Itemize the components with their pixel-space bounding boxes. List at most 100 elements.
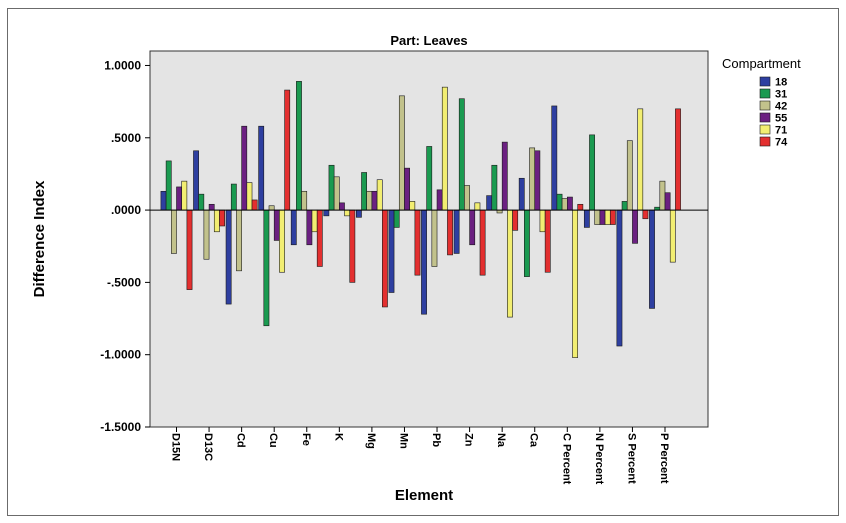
plot-area (149, 50, 709, 428)
bar (279, 209, 285, 273)
x-axis: D15N D13C Cd Cu Fe K Mg Mn Pb Zn Na Ca C Percent N Pe… (170, 427, 670, 485)
bar (349, 209, 356, 283)
bar (539, 209, 546, 233)
bar (213, 209, 220, 233)
bar (366, 190, 373, 211)
bar (534, 150, 541, 211)
bar (355, 209, 362, 218)
bar (181, 180, 188, 211)
bar (268, 205, 275, 211)
bar (160, 190, 167, 211)
bar (208, 203, 215, 211)
bar (637, 108, 644, 211)
legend-label: 18 (775, 77, 787, 89)
bar (599, 209, 606, 225)
bar (328, 164, 335, 211)
bar (479, 209, 486, 276)
bar (404, 167, 410, 211)
bar (544, 209, 551, 273)
bar (421, 209, 427, 315)
bar (171, 209, 177, 254)
x-tick-label: Mg (365, 433, 377, 449)
legend-swatch (759, 124, 771, 135)
x-tick-label: Na (495, 433, 507, 448)
bar (551, 105, 558, 211)
bar (469, 209, 476, 246)
bar (491, 164, 498, 211)
bar (414, 209, 421, 276)
bar (561, 198, 568, 211)
legend-title: Compartment (722, 56, 801, 71)
legend-label: 74 (775, 137, 788, 149)
bar (371, 190, 378, 211)
bar (512, 209, 519, 231)
legend-swatch (759, 112, 771, 123)
bar (301, 190, 308, 211)
bar (311, 209, 318, 233)
bar (621, 201, 628, 211)
y-tick-label: -1.0000 (100, 348, 141, 362)
y-tick-label: .0000 (111, 203, 141, 217)
bar (186, 209, 193, 290)
bar (616, 209, 623, 347)
y-tick-label: -1.5000 (100, 420, 141, 434)
x-axis-title: Element (395, 487, 453, 504)
legend-label: 42 (775, 101, 787, 113)
bar (296, 81, 302, 211)
bar (361, 172, 367, 211)
legend-swatch (759, 88, 771, 99)
bar (284, 89, 291, 211)
bar (464, 185, 470, 211)
bar (251, 199, 258, 211)
bar (409, 201, 416, 211)
bar (176, 186, 182, 211)
bar (474, 202, 481, 211)
bar (675, 108, 681, 211)
bar (436, 189, 443, 211)
legend-swatch (759, 100, 771, 111)
x-tick-label: Mn (397, 433, 409, 449)
bar (333, 176, 340, 211)
legend-label: 31 (775, 89, 787, 101)
bar (589, 134, 595, 211)
bar (518, 177, 525, 211)
x-tick-label: Ca (528, 433, 540, 448)
bar (649, 209, 655, 309)
bar (263, 209, 270, 327)
y-tick-label: -.5000 (107, 275, 141, 289)
y-axis-title: Difference Index (31, 180, 48, 297)
bar (431, 209, 438, 267)
bar (230, 183, 237, 211)
bar (273, 209, 280, 241)
bar (632, 209, 638, 244)
bar (664, 192, 671, 211)
x-tick-label: N Percent (593, 433, 605, 485)
x-tick-label: Cd (235, 433, 247, 448)
bar (246, 182, 253, 211)
bar (529, 147, 536, 211)
bar (501, 141, 508, 211)
bar (583, 209, 590, 228)
bar (577, 203, 584, 211)
bar (441, 86, 448, 211)
legend-swatch (759, 76, 771, 87)
bar (524, 209, 530, 277)
bar (626, 140, 633, 211)
legend-label: 55 (775, 113, 787, 125)
bar (609, 209, 616, 225)
bar (236, 209, 242, 272)
x-tick-label: Fe (300, 433, 312, 446)
bar (316, 209, 323, 267)
bar (572, 209, 578, 358)
bar (381, 209, 388, 308)
y-axis: 1.0000 .5000 .0000 -.5000 -1.0000 -1.5000 (100, 58, 150, 434)
x-tick-label: K (332, 433, 344, 441)
bar (486, 195, 493, 211)
bar (203, 209, 210, 260)
bar (258, 125, 265, 211)
legend-swatch (759, 136, 771, 147)
bar (566, 196, 573, 211)
x-tick-label: C Percent (560, 433, 572, 485)
